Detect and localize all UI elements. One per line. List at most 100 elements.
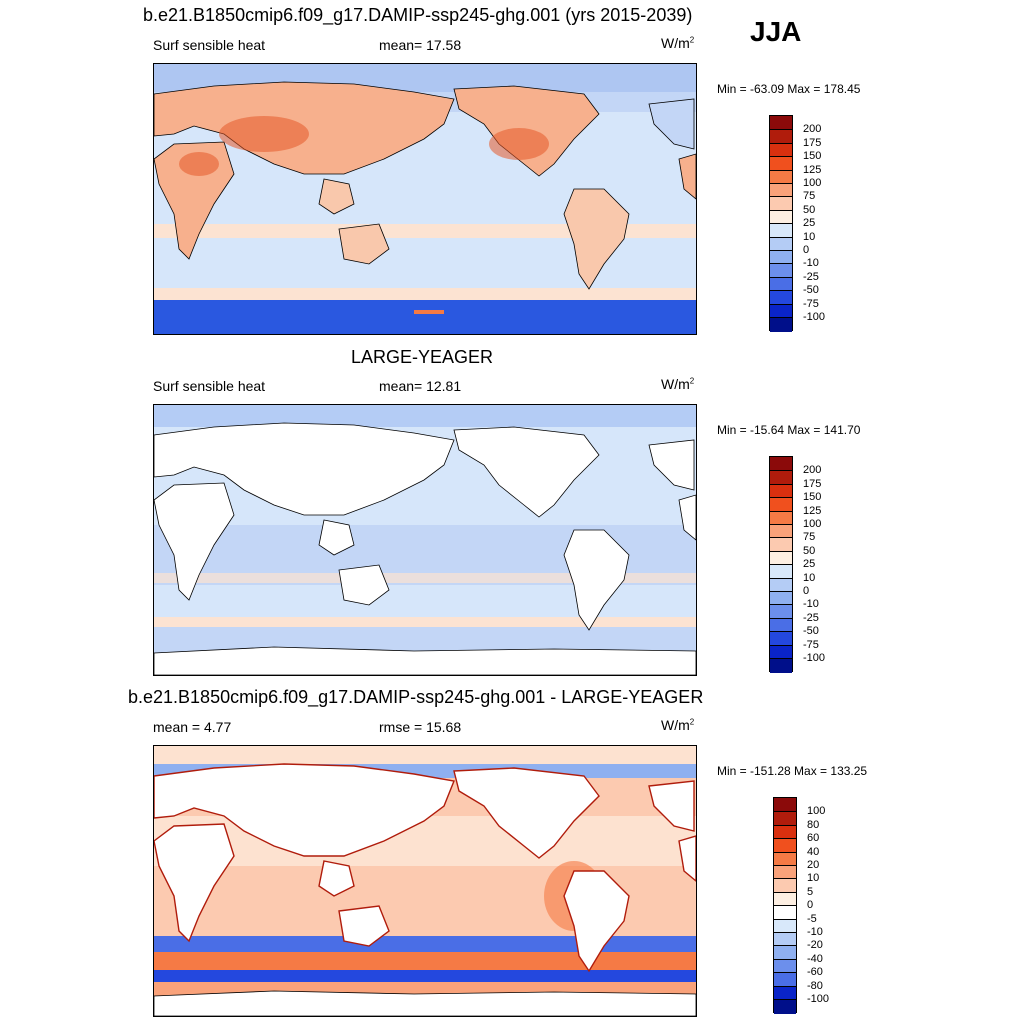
panel-1-mean-label: mean= 17.58 (379, 37, 462, 53)
colorbar-swatch (770, 631, 792, 647)
colorbar-swatch (770, 644, 792, 660)
colorbar-swatch (770, 550, 792, 566)
colorbar-swatch (774, 985, 796, 1001)
colorbar-tick-label: 175 (803, 136, 822, 149)
colorbar-tick-label: -80 (807, 979, 823, 992)
colorbar-tick-label: 175 (803, 477, 822, 490)
colorbar-swatch (774, 824, 796, 840)
colorbar-box (773, 797, 797, 1014)
colorbar-tick-label: -75 (803, 297, 819, 310)
colorbar-tick-label: -5 (807, 912, 817, 925)
panel-1-map (153, 63, 697, 335)
colorbar-tick-label: 75 (803, 190, 816, 203)
panel-2-minmax: Min = -15.64 Max = 141.70 (717, 423, 861, 437)
colorbar-tick-label: 125 (803, 163, 822, 176)
colorbar-swatch (770, 276, 792, 292)
panel-1-field-label: Surf sensible heat (153, 37, 266, 53)
colorbar-swatch (774, 851, 796, 867)
colorbar-swatch (770, 263, 792, 279)
colorbar-swatch (770, 591, 792, 606)
colorbar-swatch (770, 196, 792, 212)
colorbar-swatch (770, 564, 792, 580)
panel-2-land (154, 422, 696, 675)
panel-3-minmax: Min = -151.28 Max = 133.25 (717, 764, 868, 778)
colorbar-box (769, 115, 793, 332)
colorbar-tick-label: 10 (803, 230, 816, 243)
colorbar-tick-label: 0 (807, 899, 814, 912)
panel-1-hot-spots (179, 116, 549, 176)
colorbar-tick-label: 150 (803, 491, 822, 504)
panel-3-units: W/m2 (661, 717, 695, 733)
colorbar-swatch (770, 223, 792, 239)
colorbar-tick-label: -10 (807, 926, 823, 938)
colorbar-tick-label: -25 (803, 611, 819, 624)
colorbar-swatch (774, 958, 796, 974)
panel-1-minmax: Min = -63.09 Max = 178.45 (717, 82, 861, 96)
colorbar-swatch (770, 209, 792, 225)
colorbar-tick-label: 0 (803, 244, 810, 256)
panel-1-title: b.e21.B1850cmip6.f09_g17.DAMIP-ssp245-gh… (143, 5, 693, 25)
panel-2-units: W/m2 (661, 376, 695, 392)
colorbar-swatch (770, 457, 792, 471)
colorbar-tick-label: 60 (807, 832, 820, 845)
colorbar-swatch (770, 142, 792, 158)
colorbar-swatch (774, 945, 796, 961)
colorbar-tick-label: -50 (803, 284, 819, 297)
colorbar-swatch (770, 250, 792, 265)
colorbar-swatch (774, 798, 796, 812)
colorbar-swatch (770, 169, 792, 185)
colorbar-tick-label: -40 (807, 952, 823, 965)
colorbar-tick-label: 100 (807, 805, 826, 818)
colorbar-tick-label: 50 (803, 544, 816, 557)
colorbar-box (769, 456, 793, 673)
colorbar-swatch (770, 129, 792, 145)
colorbar-swatch (774, 891, 796, 907)
colorbar-swatch (770, 537, 792, 553)
colorbar-swatch (770, 236, 792, 252)
panel-3-map (153, 745, 697, 1017)
colorbar-swatch (770, 658, 792, 673)
colorbar-tick-label: -10 (803, 598, 819, 611)
colorbar-tick-label: 100 (803, 518, 822, 530)
colorbar-swatch (774, 905, 796, 921)
colorbar-tick-label: 200 (803, 464, 822, 477)
colorbar-tick-label: 200 (803, 123, 822, 136)
colorbar-swatch (770, 604, 792, 620)
colorbar-swatch (774, 918, 796, 934)
colorbar-swatch (774, 972, 796, 988)
colorbar-swatch (770, 116, 792, 130)
colorbar-swatch (770, 156, 792, 172)
colorbar-tick-label: -100 (807, 993, 830, 1005)
colorbar-tick-label: -100 (803, 311, 826, 323)
colorbar-swatch (774, 865, 796, 880)
colorbar-tick-label: 150 (803, 150, 822, 163)
panel-3-title: b.e21.B1850cmip6.f09_g17.DAMIP-ssp245-gh… (128, 687, 704, 707)
panel-3-land (154, 763, 696, 1016)
colorbar-swatch (770, 510, 792, 526)
colorbar-tick-label: -10 (803, 257, 819, 270)
panel-1-map-canvas (154, 64, 696, 334)
season-label: JJA (750, 16, 802, 47)
colorbar-tick-label: 20 (807, 859, 820, 871)
colorbar-tick-label: -25 (803, 270, 819, 283)
colorbar-swatch (774, 999, 796, 1014)
colorbar-tick-label: -60 (807, 966, 823, 979)
colorbar-swatch (770, 183, 792, 198)
colorbar-tick-label: 0 (803, 585, 810, 597)
colorbar-tick-label: 40 (807, 845, 820, 858)
colorbar-swatch (770, 303, 792, 319)
colorbar-tick-label: -100 (803, 652, 826, 664)
colorbar-tick-label: 80 (807, 818, 820, 831)
colorbar-swatch (770, 317, 792, 332)
colorbar-tick-label: 25 (803, 558, 816, 571)
colorbar-swatch (770, 470, 792, 486)
colorbar-swatch (770, 497, 792, 513)
panel-2-map (153, 404, 697, 676)
colorbar-tick-label: 5 (807, 885, 814, 898)
colorbar-tick-label: 125 (803, 504, 822, 517)
panel-3-rmse-label: rmse = 15.68 (379, 719, 462, 735)
colorbar-tick-label: 10 (807, 872, 820, 885)
colorbar-swatch (774, 838, 796, 854)
colorbar-tick-label: -75 (803, 638, 819, 651)
colorbar-swatch (770, 577, 792, 593)
